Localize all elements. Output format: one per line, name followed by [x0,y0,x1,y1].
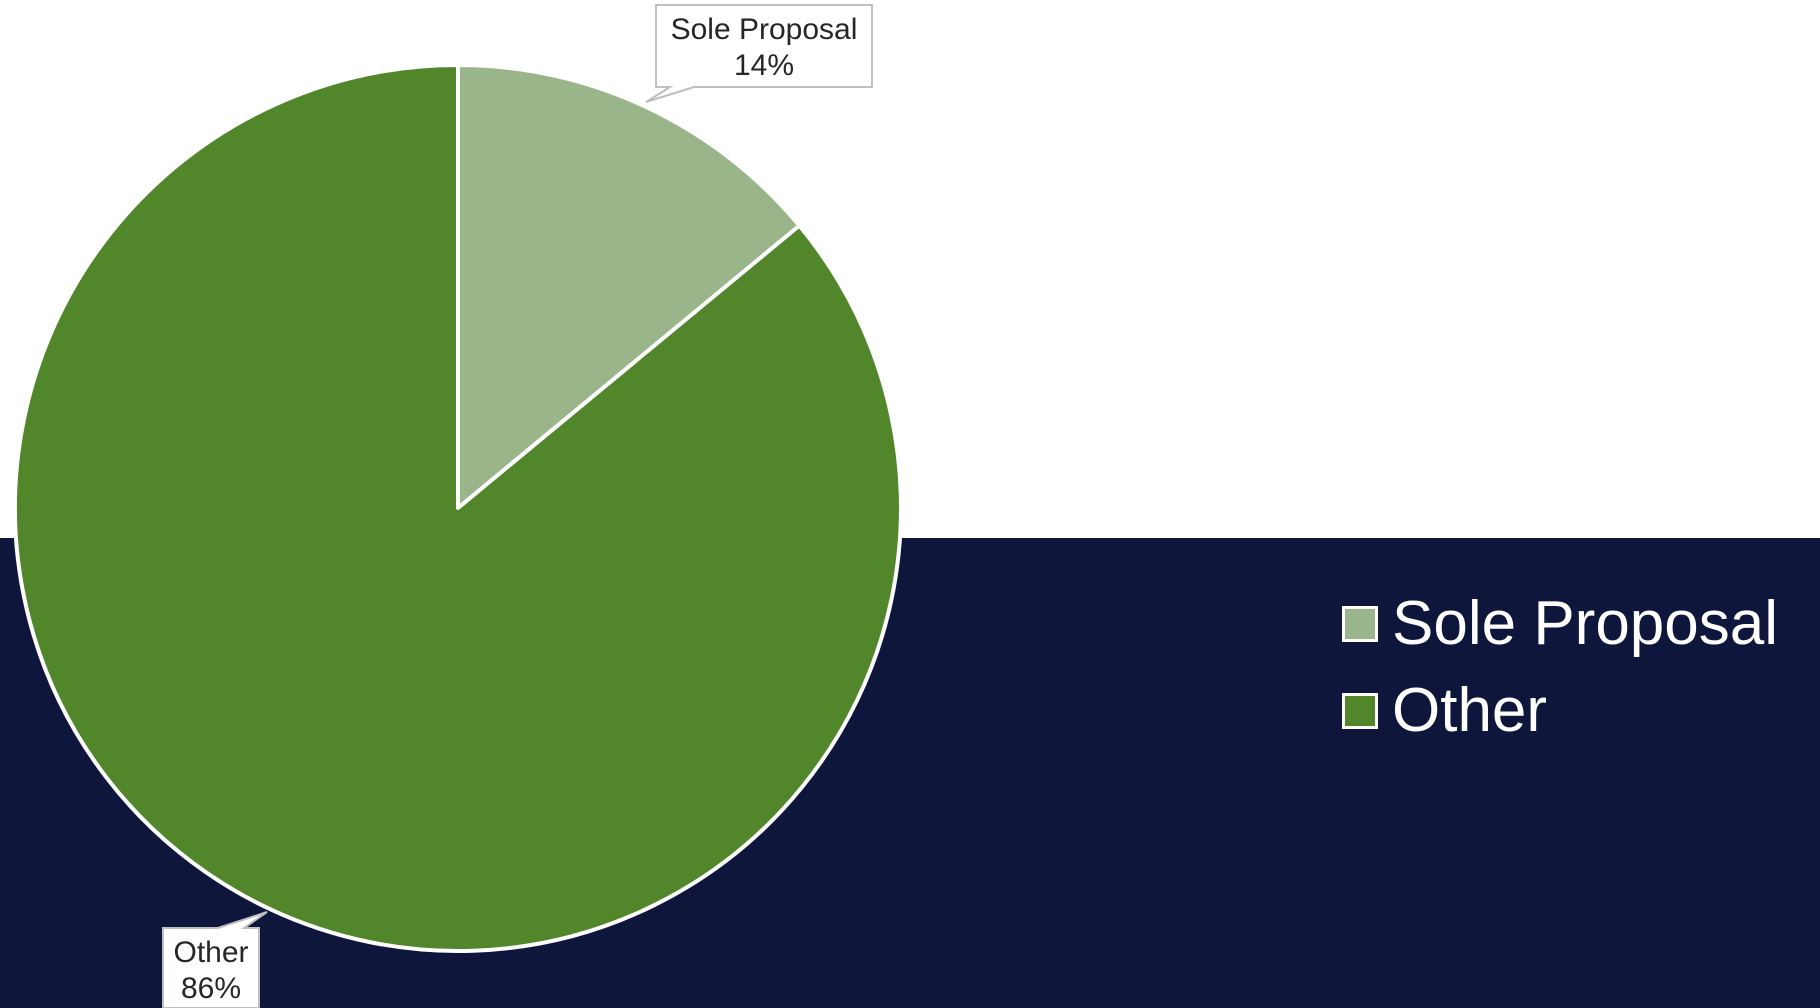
data-label-box-other [162,911,268,1008]
data-label-value-sole-proposal: 14% [734,49,794,82]
legend-swatch-other [1342,692,1378,729]
data-label-category-other: Other [173,936,248,969]
data-label-value-other: 86% [181,972,241,1005]
legend: Sole Proposal Other [1342,580,1778,754]
pie-slices [13,63,903,953]
legend-swatch-sole-proposal [1342,605,1378,642]
pie-slice-other[interactable] [13,63,903,953]
legend-item-other[interactable]: Other [1342,667,1778,754]
pie-slice-sole-proposal[interactable] [456,63,802,510]
legend-label-sole-proposal: Sole Proposal [1392,588,1779,658]
data-label-category-sole-proposal: Sole Proposal [671,13,858,46]
legend-label-other: Other [1392,675,1548,745]
data-label-box-sole-proposal [645,4,873,103]
legend-item-sole-proposal[interactable]: Sole Proposal [1342,580,1778,667]
